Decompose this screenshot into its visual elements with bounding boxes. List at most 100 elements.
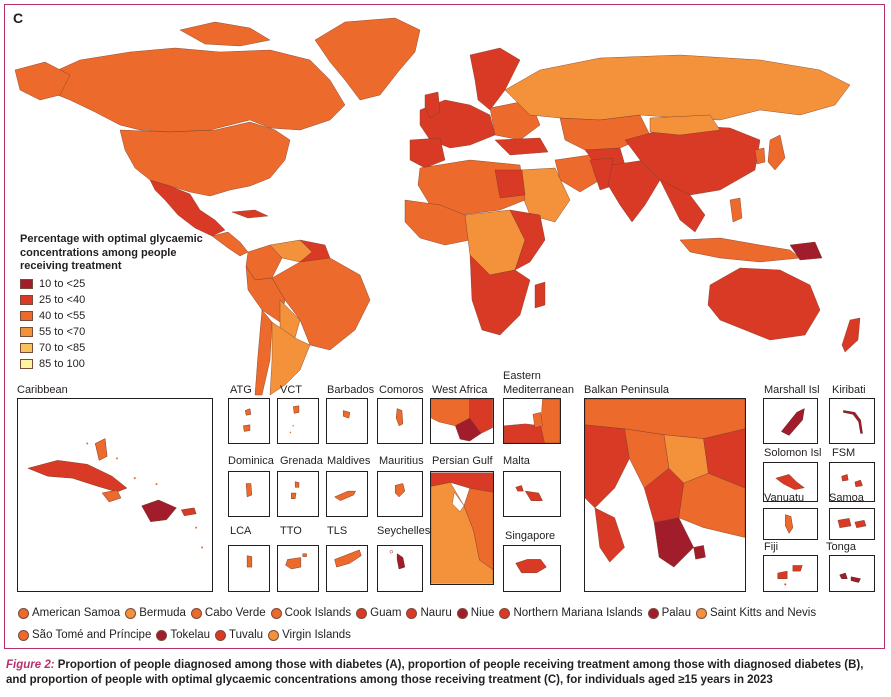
region-madagascar (534, 281, 546, 309)
small-state-dot (647, 608, 659, 619)
small-state-label: Cook Islands (284, 607, 352, 619)
small-state-item: Virgin Islands (268, 626, 351, 645)
inset-label-atg: ATG (230, 384, 252, 396)
legend-item: 70 to <85 (20, 340, 220, 356)
region-se-asia (659, 179, 706, 233)
inset-barbados (326, 398, 368, 444)
small-state-item: Tokelau (156, 626, 210, 645)
region-uk (424, 91, 441, 119)
inset-label-fsm: FSM (832, 447, 856, 459)
inset-marshall (763, 398, 818, 444)
small-state-label: Saint Kitts and Nevis (709, 607, 817, 619)
legend-swatch (20, 358, 33, 369)
inset-label-lca: LCA (230, 525, 252, 537)
inset-label-barbados: Barbados (327, 384, 375, 396)
caption-text: Proportion of people diagnosed among tho… (6, 659, 864, 686)
inset-label-grenada: Grenada (280, 455, 323, 467)
small-state-label: American Samoa (32, 607, 121, 619)
legend-item: 85 to 100 (20, 356, 220, 372)
inset-tonga (829, 555, 875, 592)
legend-item: 55 to <70 (20, 324, 220, 340)
small-state-item: Nauru (406, 604, 452, 623)
region-east-africa (509, 209, 546, 271)
small-state-label: Tuvalu (228, 629, 264, 641)
small-state-item: Niue (456, 604, 495, 623)
inset-label-maldives: Maldives (327, 455, 371, 467)
inset-grenada (277, 471, 319, 517)
inset-seychelles (377, 545, 423, 592)
region-australia (707, 267, 821, 341)
region-new-zealand (841, 317, 861, 353)
small-state-label: Cabo Verde (204, 607, 266, 619)
inset-samoa (829, 508, 875, 540)
region-argentina (269, 321, 311, 396)
inset-singapore (503, 545, 561, 592)
inset-label-seychelles: Seychelles (377, 525, 431, 537)
inset-label-fiji: Fiji (764, 541, 779, 553)
figure-caption: Figure 2: Proportion of people diagnosed… (6, 658, 886, 687)
inset-label-vct: VCT (280, 384, 302, 396)
legend-item: 10 to <25 (20, 276, 220, 292)
region-korea (754, 147, 766, 165)
inset-label-singapore: Singapore (505, 530, 556, 542)
small-state-dot (406, 608, 418, 619)
small-state-label: Bermuda (139, 607, 186, 619)
region-usa (119, 121, 291, 197)
inset-vct (277, 398, 319, 444)
inset-label-mauritius: Mauritius (379, 455, 424, 467)
inset-label-caribbean: Caribbean (17, 384, 68, 396)
legend-swatch (20, 310, 33, 321)
region-alaska (14, 61, 71, 101)
inset-label-comoros: Comoros (379, 384, 424, 396)
small-state-label: São Tomé and Príncipe (32, 629, 152, 641)
region-canada (39, 47, 346, 133)
inset-label-eastern: Eastern (503, 370, 541, 382)
small-state-item: Cabo Verde (190, 604, 266, 623)
small-state-item: Northern Mariana Islands (499, 604, 643, 623)
inset-atg (228, 398, 270, 444)
inset-balkan (584, 398, 746, 592)
inset-solomon (763, 462, 818, 502)
small-state-item: Tuvalu (214, 626, 264, 645)
legend-swatch (20, 278, 33, 289)
small-state-label: Tokelau (170, 629, 210, 641)
small-state-dot (499, 608, 511, 619)
small-state-dot (18, 608, 29, 619)
region-west-africa (404, 199, 471, 246)
region-turkey (494, 137, 549, 156)
small-state-dot (190, 608, 202, 619)
region-russia (504, 54, 851, 121)
region-brazil (271, 257, 371, 351)
small-state-item: São Tomé and Príncipe (18, 626, 151, 645)
inset-lca (228, 545, 270, 592)
inset-vanuatu (763, 508, 818, 540)
inset-label-vanuatu: Vanuatu (764, 492, 805, 504)
legend-swatch (20, 294, 33, 305)
inset-caribbean (17, 398, 213, 592)
small-state-label: Guam (370, 607, 402, 619)
inset-label-malta: Malta (503, 455, 530, 467)
small-state-label: Virgin Islands (282, 629, 351, 641)
small-state-dot (270, 608, 282, 619)
region-mongolia (649, 114, 721, 136)
inset-label-solomon: Solomon Isl (764, 447, 822, 459)
small-state-label: Niue (470, 607, 495, 619)
region-canada-islands (179, 21, 271, 47)
small-state-dot (156, 630, 168, 641)
region-chile (254, 309, 273, 396)
region-greenland (314, 17, 421, 101)
inset-label-tto: TTO (280, 525, 302, 537)
small-state-dot (695, 608, 707, 619)
region-japan (767, 134, 786, 171)
inset-kiribati (829, 398, 875, 444)
region-egypt (494, 169, 526, 199)
inset-fiji (763, 555, 818, 592)
region-southern-africa (469, 254, 531, 336)
small-state-label: Northern Mariana Islands (513, 607, 643, 619)
small-state-dot (214, 630, 226, 641)
inset-eastern-med (503, 398, 561, 444)
panel-letter: C (13, 10, 24, 26)
small-states-legend: American Samoa Bermuda Cabo Verde Cook Isla… (18, 604, 878, 648)
inset-label-balkan: Balkan Peninsula (584, 384, 670, 396)
figure-frame (4, 4, 885, 649)
